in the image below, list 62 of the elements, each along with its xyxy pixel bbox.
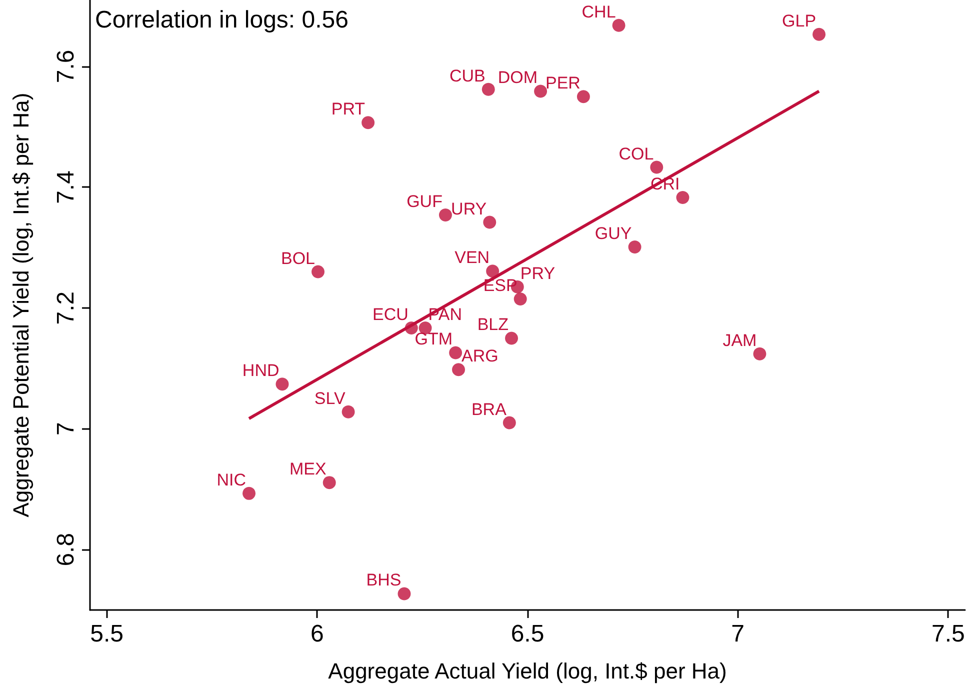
annotation: BHS [366,570,402,590]
point [576,90,590,104]
point [322,476,336,490]
annotation: PRY [520,264,556,283]
y-axis-title: Aggregate Potential Yield (log, Int.$ per Ha) [8,92,34,518]
annotation: DOM [498,68,538,88]
annotation: BRA [471,400,508,419]
x-tick-label: 6.5 [510,620,544,648]
point [438,208,452,222]
point [502,416,516,430]
annotation: GUF [406,192,442,212]
annotation: CUB [449,66,486,86]
annotation: PER [545,74,580,93]
annotation: SLV [314,388,346,408]
annotation: ECU [372,304,408,324]
point [534,84,548,98]
point [452,363,466,376]
point [404,321,418,334]
point [650,160,664,174]
point [449,346,462,360]
annotation: NIC [216,470,246,490]
annotation: JAM [722,330,757,350]
y-tick-label: 7 [52,422,80,436]
x-tick-label: 6 [310,620,324,648]
point [612,18,626,32]
point [676,191,690,204]
annotation: GTM [414,330,453,349]
y-tick-label: 7.4 [52,170,80,204]
point [483,216,496,229]
point [486,264,500,278]
point [482,82,495,96]
annotation: GUY [594,224,632,244]
point [342,405,355,418]
annotation: GLP [782,11,816,30]
point [242,486,256,500]
annotation: MEX [290,460,326,479]
x-tick-label: 5.5 [90,620,124,648]
x-axis-title: Aggregate Actual Yield (log, Int.$ per Ha) [328,658,727,684]
annotation: PRT [331,100,366,119]
annotation: URY [451,199,487,218]
point [505,332,518,345]
annotation: ARG [462,346,498,366]
point [628,240,642,254]
y-tick-label: 6.8 [52,532,80,566]
point [276,378,289,391]
point [398,587,411,600]
y-tick-label: 7.6 [52,50,80,84]
annotation: COL [618,144,654,164]
annotation: HND [242,361,280,380]
point [514,292,527,306]
annotation: Correlation in logs: 0.56 [95,6,348,34]
annotation: VEN [454,248,490,268]
point [312,265,325,278]
x-tick-label: 7.5 [931,620,965,648]
annotation: CHL [582,2,616,22]
point [753,347,766,360]
y-tick-label: 7.2 [52,291,80,325]
annotation: BOL [280,248,316,268]
point [362,116,375,130]
annotation: BLZ [477,315,509,334]
x-tick-label: 7 [731,620,745,648]
point [812,28,826,41]
